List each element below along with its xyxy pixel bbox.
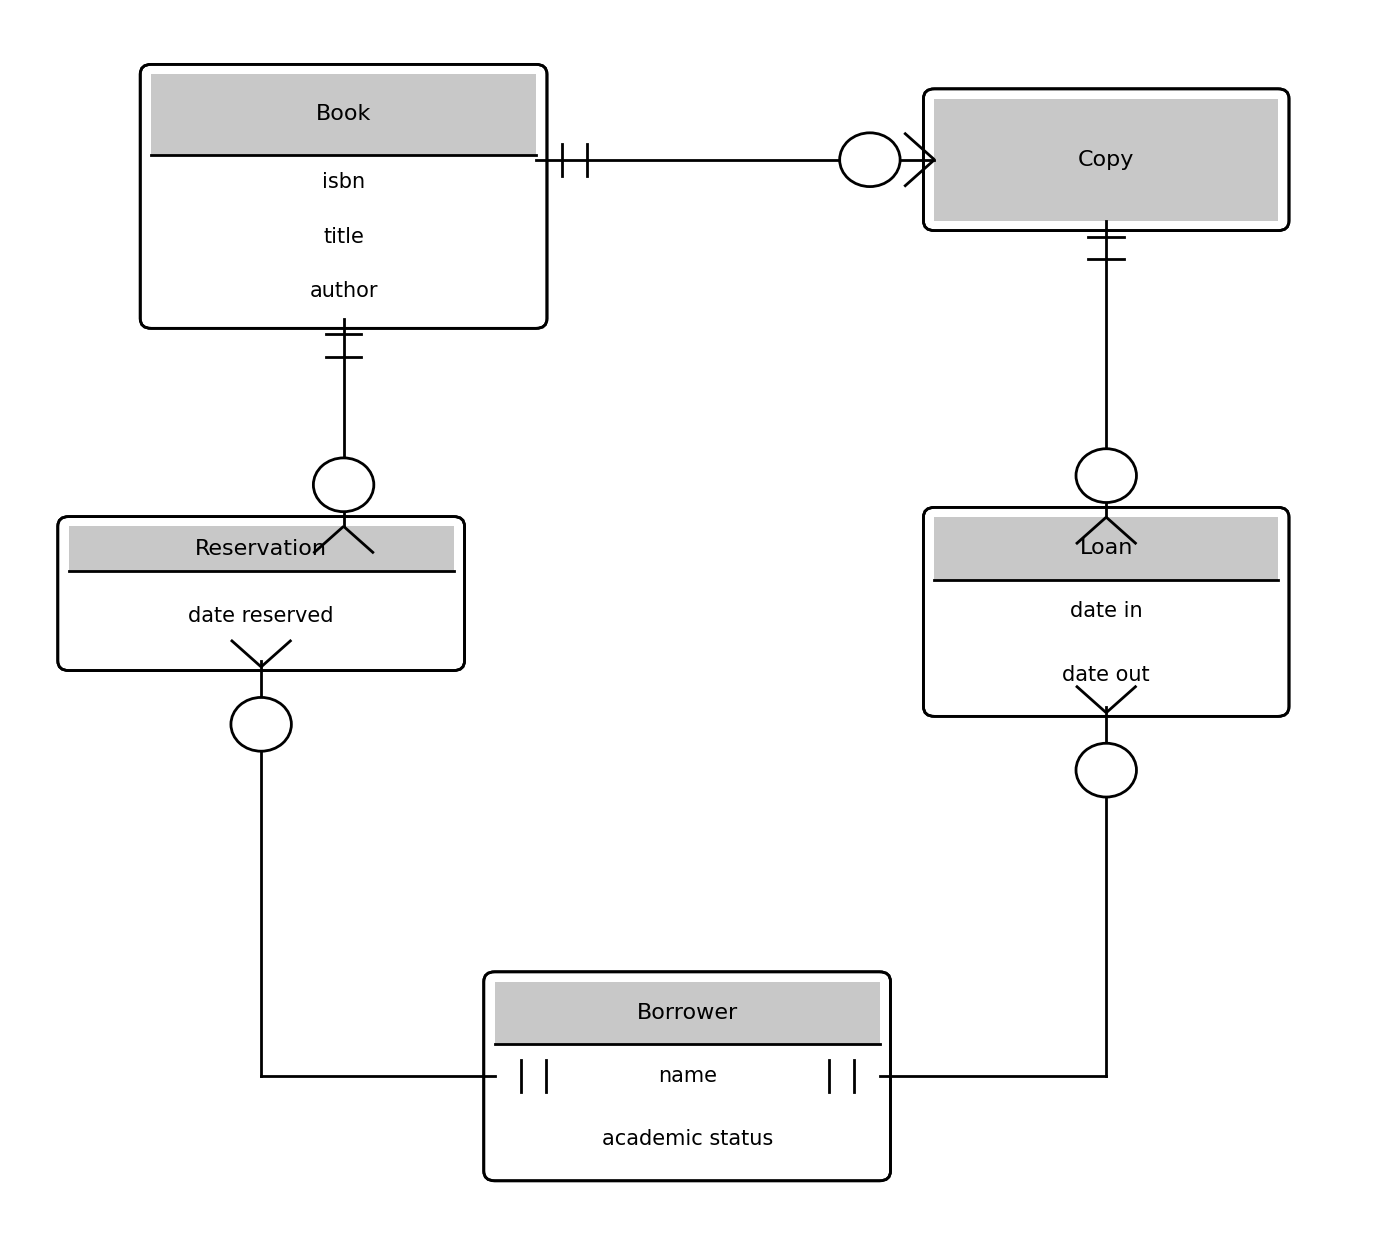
- Text: date in: date in: [1070, 602, 1142, 622]
- Text: Reservation: Reservation: [196, 539, 328, 559]
- FancyBboxPatch shape: [140, 64, 547, 329]
- Bar: [934, 99, 1278, 221]
- Text: Book: Book: [316, 105, 371, 125]
- Text: Copy: Copy: [1078, 150, 1134, 169]
- Circle shape: [230, 697, 291, 751]
- Text: name: name: [658, 1065, 716, 1085]
- FancyBboxPatch shape: [58, 517, 465, 671]
- Text: title: title: [323, 226, 364, 247]
- Text: Borrower: Borrower: [637, 1002, 738, 1023]
- Circle shape: [1076, 449, 1137, 503]
- Text: date out: date out: [1062, 665, 1151, 685]
- FancyBboxPatch shape: [923, 508, 1289, 717]
- Text: date reserved: date reserved: [189, 606, 335, 625]
- Bar: [934, 517, 1278, 580]
- Text: author: author: [310, 282, 378, 302]
- Bar: [151, 74, 536, 154]
- Text: Loan: Loan: [1080, 539, 1133, 559]
- FancyBboxPatch shape: [923, 89, 1289, 231]
- Bar: [69, 527, 454, 571]
- Circle shape: [1076, 743, 1137, 797]
- Text: academic status: academic status: [601, 1130, 773, 1149]
- Text: isbn: isbn: [322, 172, 365, 192]
- Circle shape: [314, 457, 373, 512]
- Bar: [494, 981, 880, 1044]
- Circle shape: [840, 132, 899, 187]
- FancyBboxPatch shape: [484, 971, 891, 1180]
